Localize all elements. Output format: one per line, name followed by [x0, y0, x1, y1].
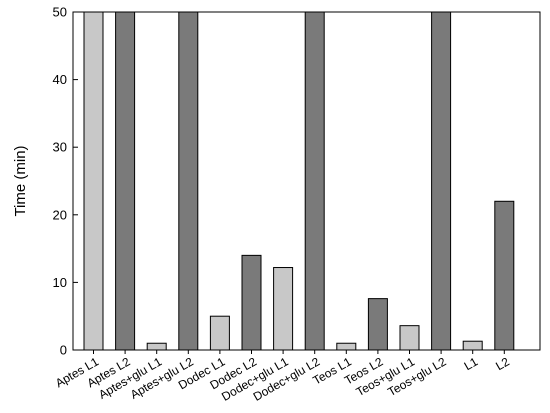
- y-tick-label: 20: [53, 207, 67, 222]
- bar-dodec-glu-l1: [273, 267, 294, 351]
- bar-aptes-glu-l1: [146, 342, 167, 351]
- bar-dodec-l2: [241, 254, 262, 351]
- y-axis-label: Time (min): [12, 145, 29, 216]
- bar-teos-glu-l2: [431, 11, 452, 351]
- bar-teos-l1: [336, 342, 357, 351]
- bar-dodec-glu-l2: [304, 11, 325, 351]
- bars-group: [83, 11, 515, 351]
- bar-aptes-glu-l2: [178, 11, 199, 351]
- y-tick-label: 40: [53, 72, 67, 87]
- bar-teos-l2: [367, 298, 388, 351]
- x-tick-label: L2: [493, 354, 512, 373]
- bar-l2: [494, 200, 515, 351]
- x-tick-label: L1: [462, 354, 481, 373]
- plot-frame: [72, 11, 541, 351]
- bar-dodec-l1: [209, 315, 230, 351]
- y-tick-label: 30: [53, 140, 67, 155]
- bar-aptes-l1: [83, 11, 104, 351]
- y-tick-label: 50: [53, 5, 67, 20]
- bar-l1: [462, 340, 483, 351]
- bar-aptes-l2: [115, 11, 136, 351]
- y-tick-label: 0: [60, 343, 67, 358]
- bar-teos-glu-l1: [399, 325, 420, 351]
- y-tick-label: 10: [53, 275, 67, 290]
- y-axis-ticks: 0 10 20 30 40 50: [53, 5, 78, 358]
